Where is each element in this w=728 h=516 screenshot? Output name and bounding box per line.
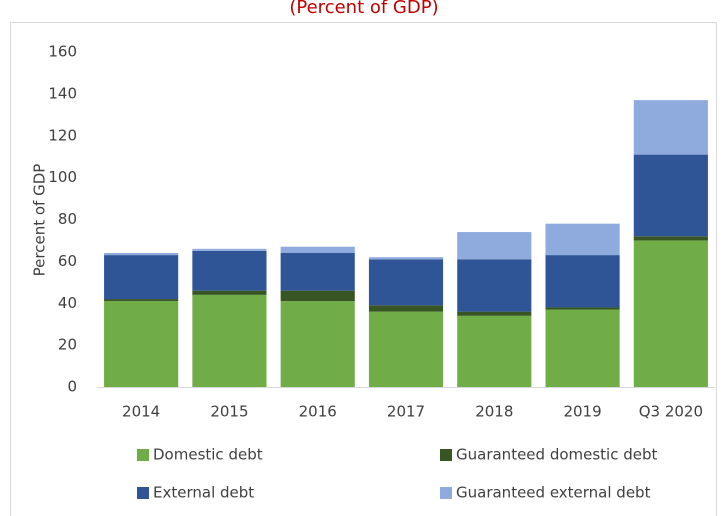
y-tick-label: 140: [48, 84, 77, 102]
x-tick-label: 2018: [475, 403, 513, 421]
bar-segment: [633, 240, 708, 387]
bar-segment: [104, 255, 179, 300]
bar-segment: [280, 301, 355, 387]
chart-subtitle: (Percent of GDP): [289, 0, 438, 18]
bar-segment: [280, 246, 355, 253]
y-tick-label: 20: [58, 336, 77, 354]
legend-label: Guaranteed external debt: [456, 484, 651, 502]
y-tick-label: 0: [67, 378, 77, 396]
x-tick-label: 2019: [563, 403, 601, 421]
bar-segment: [192, 250, 267, 291]
bar-segment: [545, 307, 620, 310]
y-axis-label: Percent of GDP: [31, 164, 49, 277]
y-tick-label: 100: [48, 168, 77, 186]
legend-swatch: [440, 487, 452, 499]
bar-segment: [368, 259, 444, 306]
y-tick-label: 120: [48, 126, 77, 144]
x-tick-label: Q3 2020: [639, 403, 703, 421]
legend-swatch: [137, 449, 149, 461]
bar-segment: [368, 311, 444, 387]
legend-swatch: [137, 487, 149, 499]
bar-segment: [104, 253, 179, 256]
bar-segment: [192, 248, 267, 251]
bar-segment: [104, 301, 179, 387]
bar-segment: [545, 309, 620, 387]
bar-segment: [457, 232, 532, 260]
legend-label: External debt: [153, 484, 254, 502]
bar-segment: [192, 290, 267, 295]
bar-segment: [192, 294, 267, 387]
chart-frame: [10, 22, 717, 516]
bar-segment: [457, 259, 532, 312]
bar-segment: [633, 236, 708, 241]
bar-segment: [633, 100, 708, 155]
y-tick-label: 40: [58, 294, 77, 312]
bar-segment: [545, 223, 620, 256]
bar-segment: [280, 253, 355, 291]
y-tick-label: 160: [48, 43, 77, 61]
bar-segment: [633, 154, 708, 237]
x-tick-label: 2015: [210, 403, 248, 421]
bar-segment: [280, 290, 355, 302]
bar-segment: [457, 311, 532, 316]
bar-segment: [104, 299, 179, 302]
legend-label: Guaranteed domestic debt: [456, 446, 658, 464]
legend-swatch: [440, 449, 452, 461]
bar-segment: [457, 315, 532, 387]
y-tick-label: 80: [58, 210, 77, 228]
x-tick-label: 2016: [299, 403, 337, 421]
bar-segment: [545, 255, 620, 308]
y-tick-label: 60: [58, 252, 77, 270]
x-tick-label: 2014: [122, 403, 160, 421]
legend-label: Domestic debt: [153, 446, 263, 464]
bar-segment: [368, 305, 444, 312]
bar-segment: [368, 257, 444, 260]
x-tick-label: 2017: [387, 403, 425, 421]
